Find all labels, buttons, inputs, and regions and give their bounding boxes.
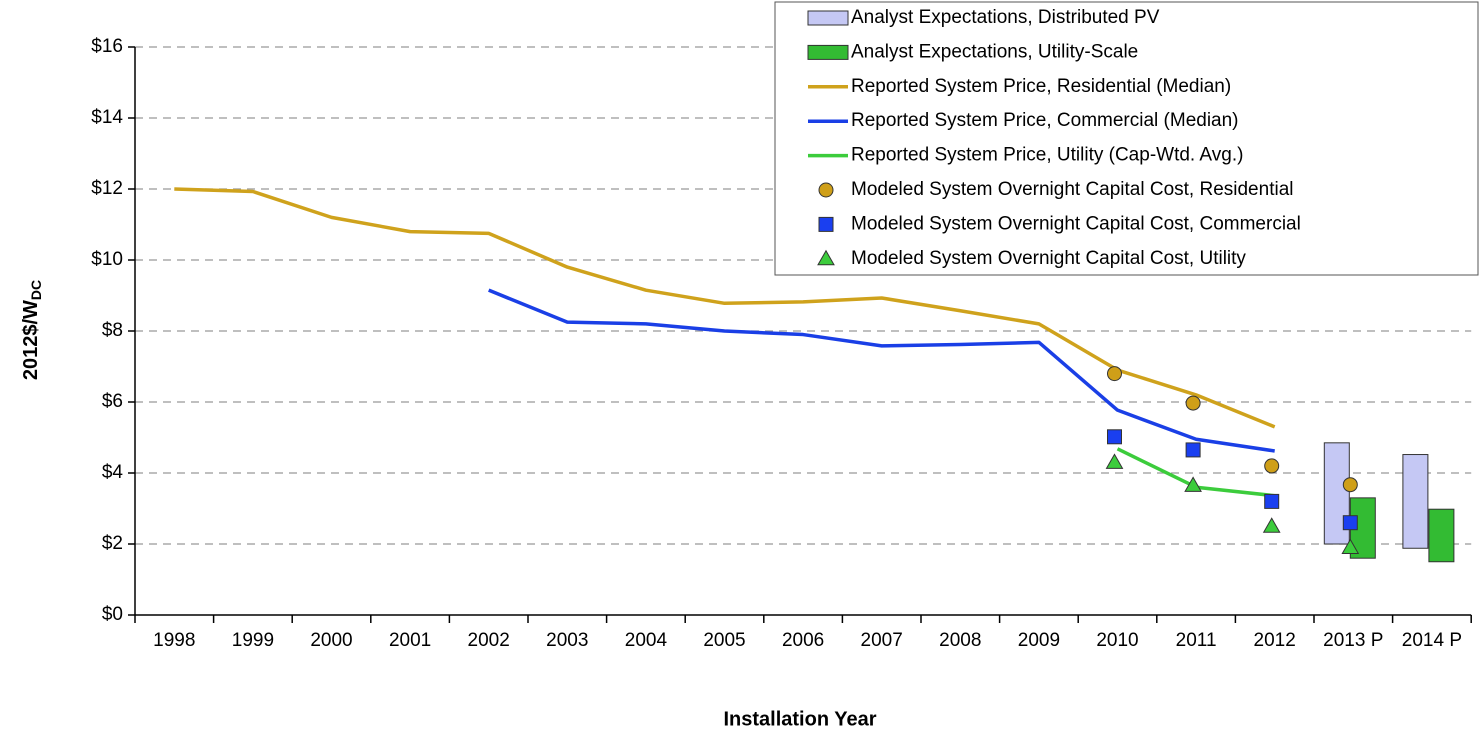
x-tick-label: 2014 P <box>1402 630 1462 651</box>
y-tick-label: $4 <box>102 462 124 483</box>
legend-swatch <box>807 10 849 26</box>
x-tick-label: 2009 <box>1018 630 1060 651</box>
y-tick-label: $8 <box>102 320 123 341</box>
x-tick-label: 2012 <box>1254 630 1296 651</box>
x-tick-label: 1998 <box>153 630 195 651</box>
marker <box>1341 538 1360 555</box>
legend-label: Modeled System Overnight Capital Cost, C… <box>851 213 1301 234</box>
range-bar <box>1428 508 1455 563</box>
x-tick-label: 2006 <box>782 630 824 651</box>
legend-label: Modeled System Overnight Capital Cost, R… <box>851 179 1293 200</box>
marker <box>1185 395 1201 411</box>
x-tick-label: 2011 <box>1176 630 1217 651</box>
x-tick-label: 2002 <box>468 630 510 651</box>
legend-label: Analyst Expectations, Utility-Scale <box>851 41 1138 62</box>
x-tick-label: 1999 <box>232 630 274 651</box>
legend-label: Reported System Price, Commercial (Media… <box>851 110 1239 131</box>
x-tick-label: 2013 P <box>1323 630 1383 651</box>
x-axis-title: Installation Year <box>723 708 876 730</box>
range-bar <box>1402 454 1429 549</box>
marker <box>1184 476 1202 492</box>
y-tick-label: $16 <box>91 36 123 57</box>
legend-label: Reported System Price, Residential (Medi… <box>851 76 1231 97</box>
x-tick-label: 2007 <box>861 630 903 651</box>
y-tick-label: $14 <box>91 107 123 128</box>
marker <box>1342 477 1358 493</box>
series-line <box>488 288 1275 453</box>
x-tick-label: 2001 <box>389 630 431 651</box>
y-tick-label: $12 <box>91 178 123 199</box>
marker <box>1264 458 1280 474</box>
x-tick-label: 2005 <box>703 630 745 651</box>
legend-swatch <box>807 44 849 60</box>
marker <box>1342 515 1358 531</box>
legend-box <box>774 1 1479 276</box>
y-axis-title: 2012$/WDC <box>20 280 43 380</box>
legend-swatch <box>818 182 834 198</box>
marker <box>1262 517 1281 533</box>
x-tick-label: 2000 <box>310 630 352 651</box>
marker <box>1185 442 1201 458</box>
y-tick-label: $2 <box>102 533 123 554</box>
x-tick-label: 2008 <box>939 630 981 651</box>
series-line <box>174 187 1276 429</box>
legend-label: Analyst Expectations, Distributed PV <box>851 7 1160 28</box>
y-tick-label: $0 <box>102 604 123 625</box>
x-tick-label: 2004 <box>625 630 668 651</box>
legend-swatch <box>818 216 834 232</box>
marker <box>1107 429 1122 445</box>
x-tick-label: 2003 <box>546 630 588 651</box>
legend-label: Modeled System Overnight Capital Cost, U… <box>851 248 1246 269</box>
legend-swatch <box>817 249 835 266</box>
marker <box>1105 453 1124 469</box>
y-tick-label: $6 <box>102 391 123 412</box>
legend-label: Reported System Price, Utility (Cap-Wtd.… <box>851 145 1243 166</box>
marker <box>1264 493 1280 509</box>
y-tick-label: $10 <box>91 249 123 270</box>
y-axis-title-main: 2012$/W <box>20 300 42 380</box>
y-axis-title-sub: DC <box>28 280 44 300</box>
x-tick-label: 2010 <box>1096 630 1138 651</box>
marker <box>1107 366 1122 382</box>
